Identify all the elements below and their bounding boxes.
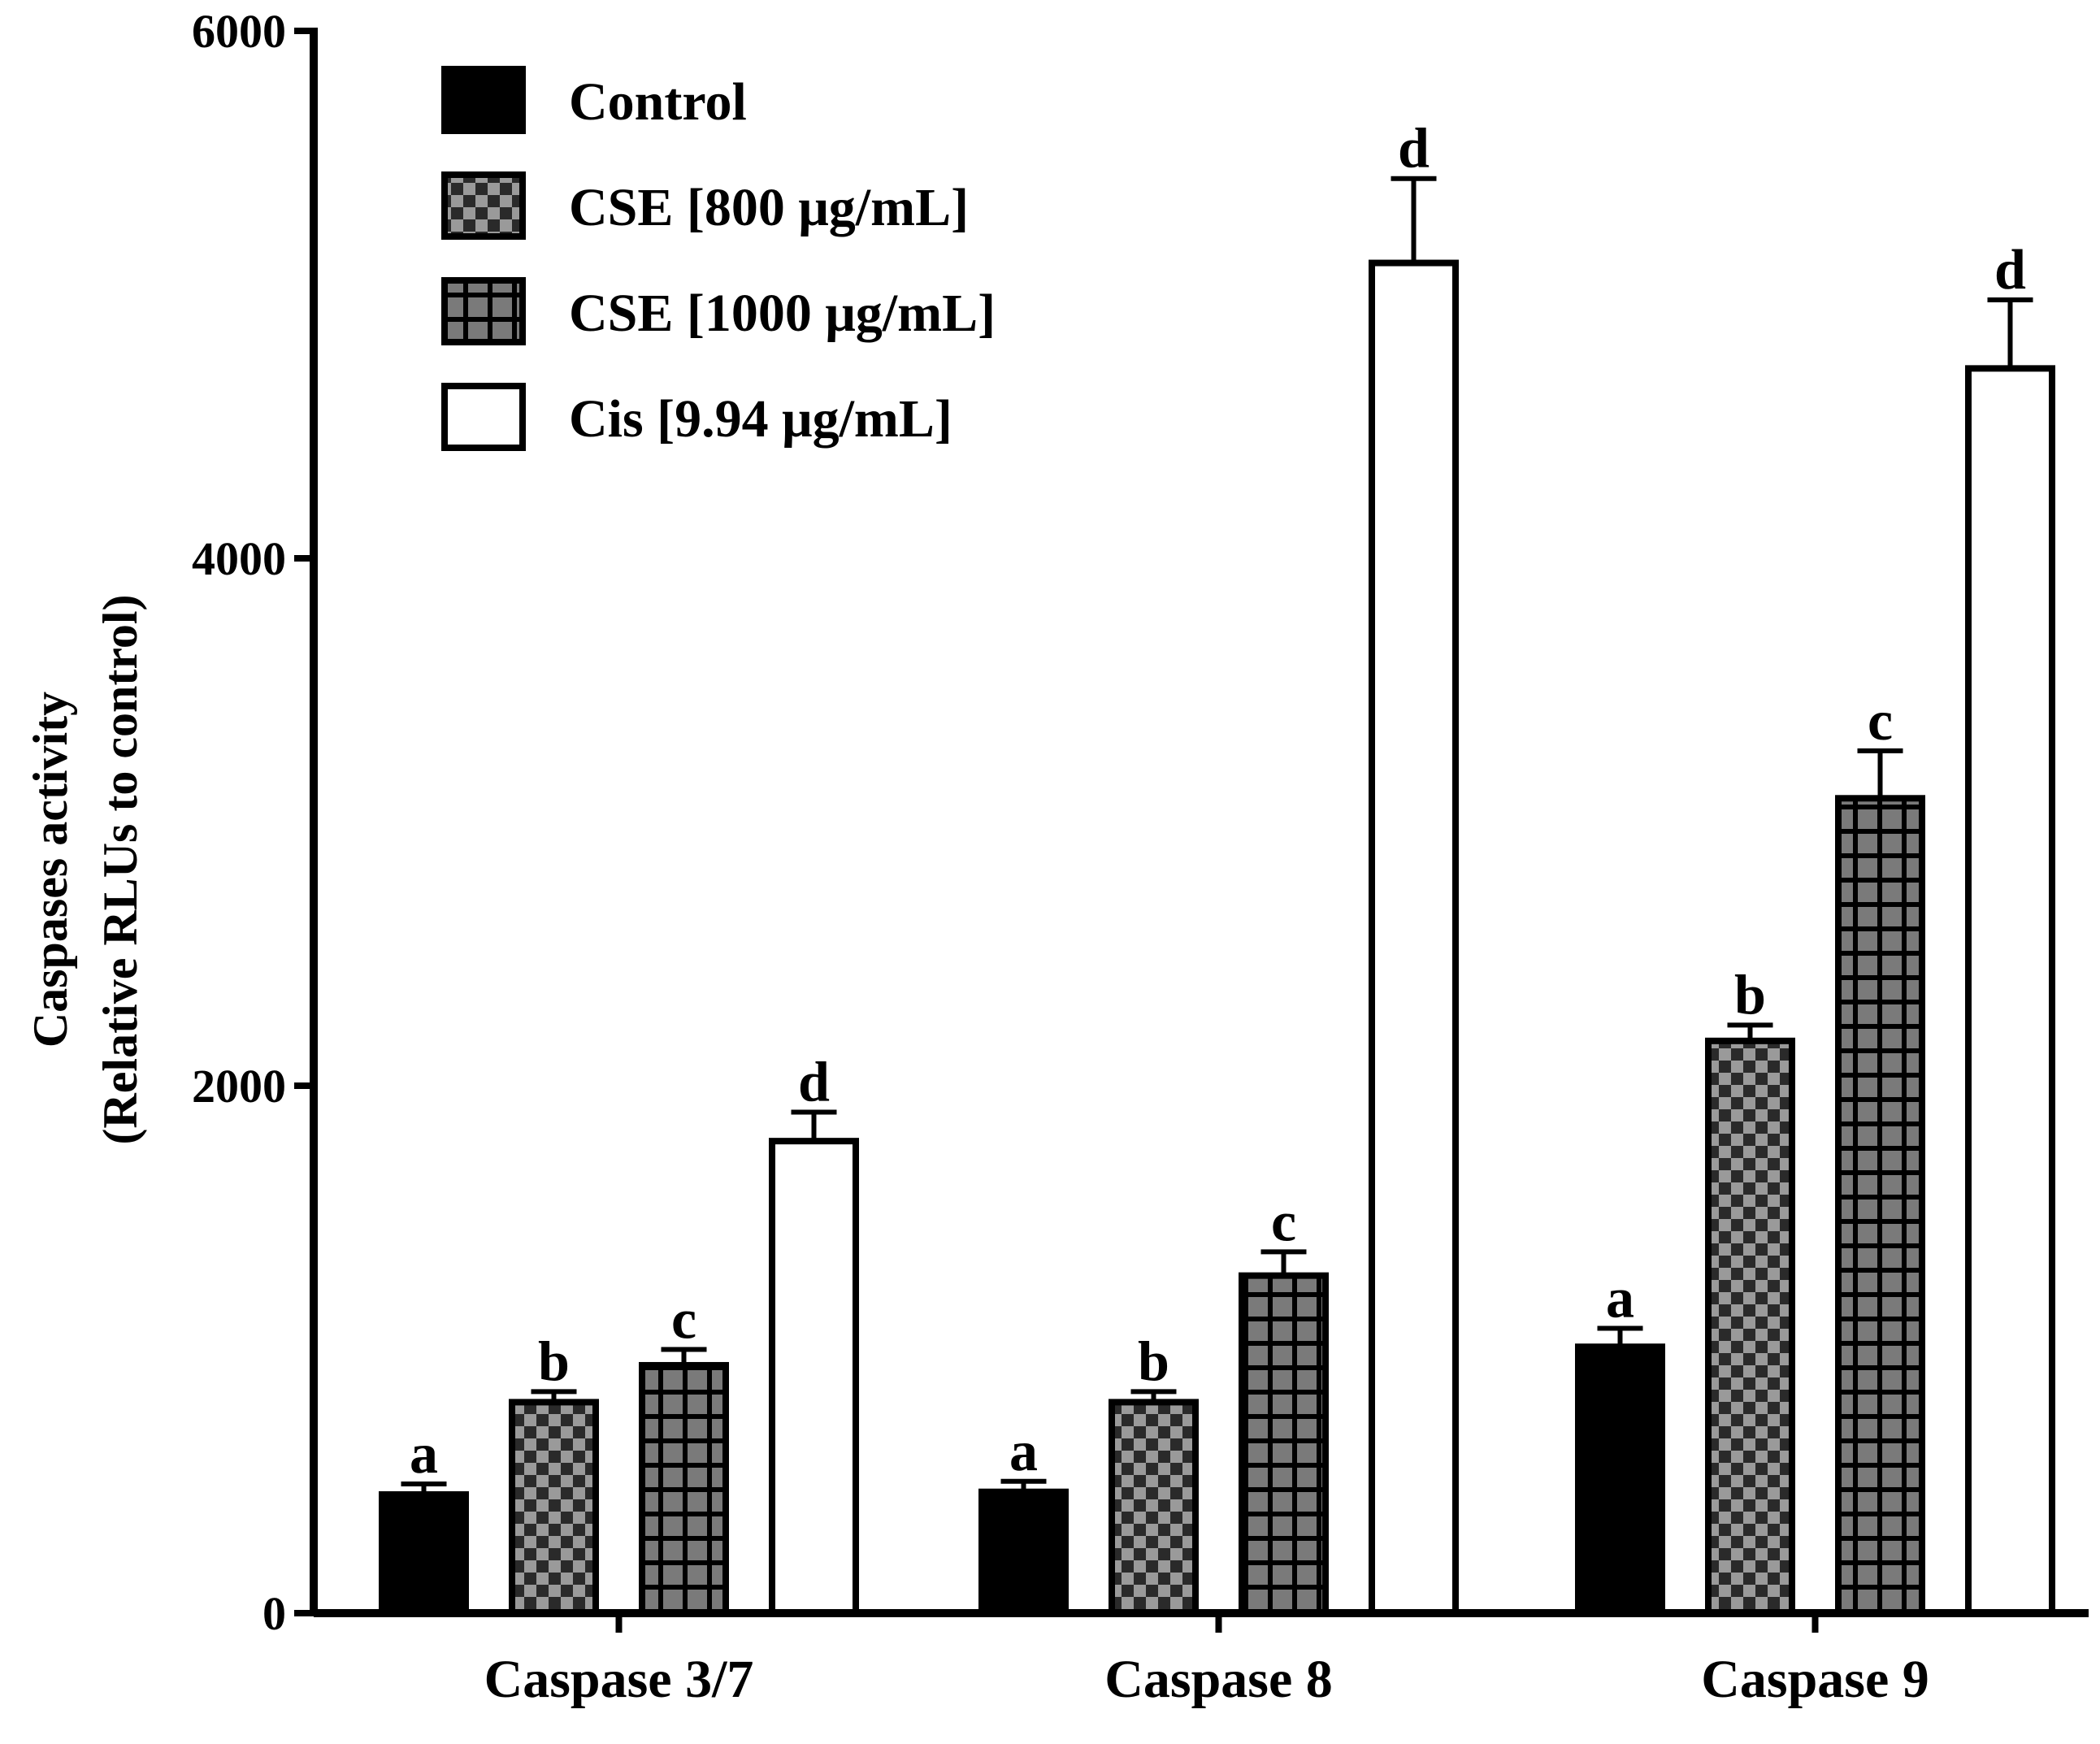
bar-2-2 <box>1835 795 1925 1616</box>
significance-label-1-1: b <box>1138 1330 1169 1393</box>
significance-label-0-0: a <box>410 1423 438 1486</box>
y-tick-label-1: 2000 <box>192 1060 286 1113</box>
bar-0-2 <box>1575 1343 1665 1616</box>
bar-0-0 <box>379 1490 469 1616</box>
y-tick-label-2: 4000 <box>192 532 286 585</box>
significance-label-0-1: a <box>1009 1421 1038 1483</box>
bar-3-0 <box>769 1138 859 1616</box>
y-axis-subtitle: (Relative RLUs to control) <box>93 594 147 1144</box>
significance-label-3-0: d <box>798 1051 830 1113</box>
legend-label-2: CSE [1000 μg/mL] <box>569 284 996 343</box>
significance-label-2-0: c <box>671 1289 696 1351</box>
legend-swatch-0 <box>441 66 526 134</box>
bar-2-1 <box>1239 1272 1329 1616</box>
bar-2-0 <box>639 1361 729 1616</box>
y-tick-label-3: 6000 <box>192 5 286 58</box>
bar-1-1 <box>1109 1399 1199 1617</box>
bar-1-2 <box>1705 1037 1795 1616</box>
legend-swatch-3 <box>441 383 526 451</box>
significance-label-2-2: c <box>1868 690 1893 753</box>
significance-label-1-2: b <box>1734 964 1766 1026</box>
legend-label-1: CSE [800 μg/mL] <box>569 178 969 237</box>
significance-label-1-0: b <box>538 1330 570 1393</box>
x-tick-label-2: Caspase 9 <box>1701 1650 1929 1709</box>
bar-3-2 <box>1965 365 2055 1616</box>
significance-label-0-2: a <box>1606 1268 1634 1330</box>
bar-0-1 <box>978 1488 1069 1616</box>
x-tick-label-1: Caspase 8 <box>1104 1650 1333 1709</box>
x-tick-label-0: Caspase 3/7 <box>484 1650 754 1709</box>
legend-swatch-2 <box>441 277 526 345</box>
legend-swatch-1 <box>441 171 526 240</box>
y-axis-title: Caspases activity <box>24 692 77 1048</box>
legend-label-0: Control <box>569 72 747 132</box>
significance-label-3-2: d <box>1994 239 2026 302</box>
bar-3-1 <box>1369 259 1459 1616</box>
legend: Control CSE [800 μg/mL] CSE [1000 μg/mL] Ci… <box>441 66 996 451</box>
significance-label-3-1: d <box>1398 118 1430 180</box>
legend-label-3: Cis [9.94 μg/mL] <box>569 389 952 449</box>
y-tick-label-0: 0 <box>262 1587 286 1640</box>
significance-label-2-1: c <box>1271 1191 1296 1253</box>
axes-layer: 0 2000 4000 6000 Caspase 3/7 Caspase 8 Caspase… <box>24 5 2089 1709</box>
bar-1-0 <box>509 1399 599 1617</box>
